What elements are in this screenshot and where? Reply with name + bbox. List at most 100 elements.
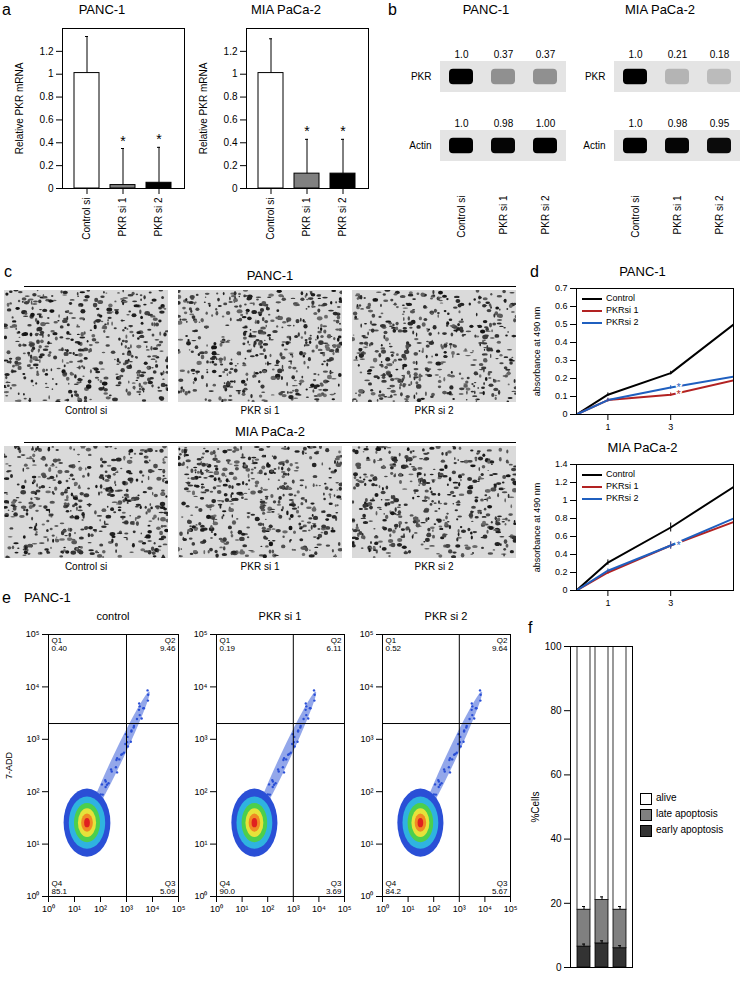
svg-text:Q29.46: Q29.46 (160, 636, 176, 653)
svg-text:0.4: 0.4 (555, 337, 568, 347)
svg-text:10³: 10³ (287, 904, 300, 914)
svg-text:80: 80 (550, 705, 562, 716)
svg-text:1.2: 1.2 (555, 477, 568, 487)
svg-text:1.4: 1.4 (555, 459, 568, 469)
svg-text:Relative PKR mRNA: Relative PKR mRNA (14, 62, 25, 154)
svg-text:10⁴: 10⁴ (26, 682, 40, 692)
svg-text:absorbance at 490 nm: absorbance at 490 nm (532, 483, 542, 573)
svg-text:10⁵: 10⁵ (194, 629, 208, 639)
svg-text:1: 1 (605, 598, 610, 608)
svg-text:10⁰: 10⁰ (210, 904, 223, 914)
svg-text:1: 1 (605, 422, 610, 432)
svg-text:0.2: 0.2 (555, 567, 568, 577)
svg-text:10²: 10² (194, 787, 207, 797)
svg-text:1: 1 (48, 68, 54, 79)
svg-text:1.2: 1.2 (40, 46, 54, 57)
svg-text:*: * (340, 123, 346, 139)
svg-text:1.0: 1.0 (629, 118, 643, 129)
svg-text:0.37: 0.37 (536, 49, 556, 60)
svg-text:10²: 10² (26, 787, 39, 797)
svg-text:10⁴: 10⁴ (194, 682, 208, 692)
svg-text:1.2: 1.2 (224, 46, 238, 57)
svg-text:60: 60 (550, 769, 562, 780)
svg-text:0: 0 (562, 409, 567, 419)
svg-text:10⁴: 10⁴ (312, 904, 326, 914)
svg-text:20: 20 (550, 898, 562, 909)
svg-text:0.6: 0.6 (555, 531, 568, 541)
svg-text:%Cells: %Cells (530, 791, 541, 822)
svg-text:40: 40 (550, 833, 562, 844)
svg-text:Control si: Control si (630, 196, 641, 238)
svg-text:0.21: 0.21 (668, 49, 688, 60)
svg-text:10³: 10³ (120, 904, 133, 914)
svg-text:0.18: 0.18 (710, 49, 730, 60)
svg-text:1.0: 1.0 (455, 49, 469, 60)
svg-text:10¹: 10¹ (360, 839, 373, 849)
svg-text:*: * (677, 539, 682, 551)
svg-text:0: 0 (48, 183, 54, 194)
svg-text:10⁰: 10⁰ (376, 904, 389, 914)
svg-text:PKR si 1: PKR si 1 (117, 197, 128, 236)
svg-text:0.2: 0.2 (555, 373, 568, 383)
svg-text:10⁴: 10⁴ (360, 682, 374, 692)
svg-text:Control si: Control si (265, 198, 276, 240)
svg-text:10³: 10³ (453, 904, 466, 914)
svg-text:0.8: 0.8 (40, 91, 54, 102)
svg-text:10³: 10³ (360, 734, 373, 744)
svg-text:Actin: Actin (583, 140, 605, 151)
svg-text:10²: 10² (261, 904, 274, 914)
svg-text:0.7: 0.7 (555, 283, 568, 293)
svg-text:PKR: PKR (585, 71, 606, 82)
svg-text:Q10.52: Q10.52 (386, 636, 402, 653)
svg-text:1.00: 1.00 (536, 118, 556, 129)
svg-text:10⁵: 10⁵ (338, 904, 352, 914)
svg-text:0.37: 0.37 (494, 49, 514, 60)
svg-text:PKR si 1: PKR si 1 (301, 197, 312, 236)
svg-text:PKR si 2: PKR si 2 (153, 197, 164, 236)
svg-text:100: 100 (545, 641, 562, 652)
svg-text:PKR si 2: PKR si 2 (714, 195, 725, 234)
svg-text:Q29.64: Q29.64 (492, 636, 508, 653)
svg-text:PKR si 2: PKR si 2 (337, 197, 348, 236)
svg-text:3: 3 (668, 422, 673, 432)
svg-text:7-ADD: 7-ADD (4, 752, 14, 780)
svg-text:10⁰: 10⁰ (42, 904, 55, 914)
svg-text:Q35.09: Q35.09 (160, 879, 176, 896)
svg-text:0.95: 0.95 (710, 118, 730, 129)
svg-text:*: * (677, 539, 682, 551)
svg-text:0.6: 0.6 (555, 301, 568, 311)
svg-text:0.98: 0.98 (494, 118, 514, 129)
svg-text:Control si: Control si (456, 196, 467, 238)
svg-text:0.2: 0.2 (40, 160, 54, 171)
svg-text:Q33.69: Q33.69 (326, 879, 342, 896)
svg-text:Q490.0: Q490.0 (220, 879, 236, 896)
svg-text:0.3: 0.3 (555, 355, 568, 365)
svg-text:10⁰: 10⁰ (360, 891, 373, 901)
svg-text:PKR si 1: PKR si 1 (498, 195, 509, 234)
svg-text:Actin: Actin (409, 140, 431, 151)
svg-text:10⁴: 10⁴ (478, 904, 492, 914)
svg-text:PKR: PKR (411, 71, 432, 82)
svg-text:Q35.67: Q35.67 (492, 879, 508, 896)
svg-text:Control si: Control si (81, 198, 92, 240)
svg-text:1: 1 (562, 495, 567, 505)
svg-text:0.98: 0.98 (668, 118, 688, 129)
svg-text:1: 1 (232, 68, 238, 79)
svg-text:10³: 10³ (26, 734, 39, 744)
svg-text:10²: 10² (427, 904, 440, 914)
svg-text:10¹: 10¹ (402, 904, 415, 914)
svg-text:10¹: 10¹ (26, 839, 39, 849)
svg-text:0: 0 (232, 183, 238, 194)
svg-text:0.4: 0.4 (224, 137, 238, 148)
svg-text:*: * (120, 133, 126, 149)
svg-text:10⁰: 10⁰ (26, 891, 39, 901)
svg-text:Q10.19: Q10.19 (220, 636, 236, 653)
svg-text:0.4: 0.4 (40, 137, 54, 148)
svg-text:Q484.2: Q484.2 (386, 879, 402, 896)
svg-text:10⁵: 10⁵ (504, 904, 518, 914)
svg-text:10³: 10³ (194, 734, 207, 744)
svg-text:Q485.1: Q485.1 (52, 879, 68, 896)
svg-text:0.2: 0.2 (224, 160, 238, 171)
svg-text:*: * (304, 123, 310, 139)
svg-text:10²: 10² (360, 787, 373, 797)
